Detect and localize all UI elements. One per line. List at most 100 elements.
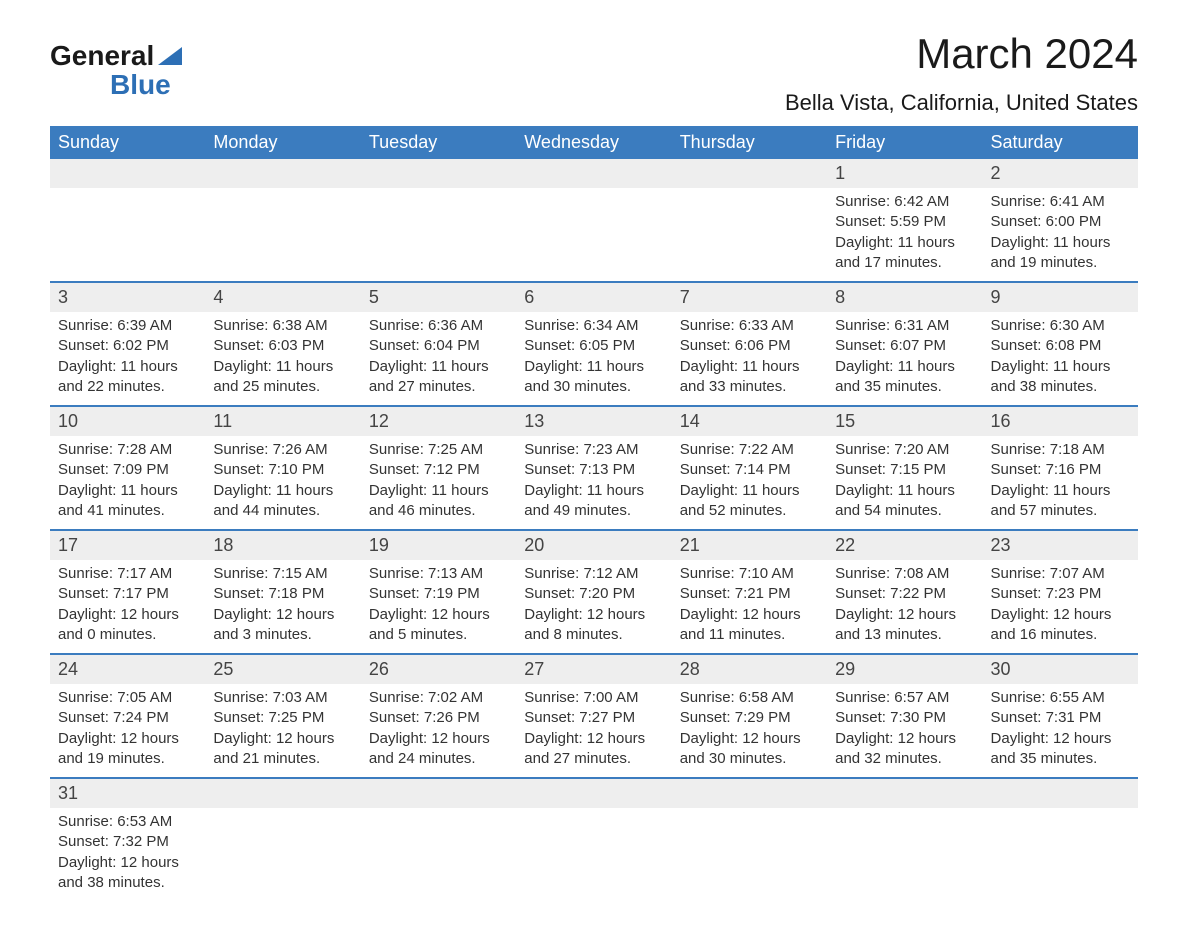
sunrise-text: Sunrise: 6:42 AM [835, 192, 974, 212]
sunset-text: Sunset: 6:08 PM [991, 336, 1130, 356]
day-detail-row: Sunrise: 7:17 AMSunset: 7:17 PMDaylight:… [50, 560, 1138, 654]
day-detail-cell [361, 188, 516, 282]
weekday-header: Tuesday [361, 126, 516, 159]
daylight-text-line2: and 46 minutes. [369, 501, 508, 521]
weekday-header: Sunday [50, 126, 205, 159]
sunset-text: Sunset: 7:09 PM [58, 460, 197, 480]
daylight-text-line1: Daylight: 11 hours [58, 357, 197, 377]
logo-word-blue: Blue [110, 72, 171, 97]
day-number-cell: 19 [361, 530, 516, 560]
sunrise-text: Sunrise: 7:10 AM [680, 564, 819, 584]
sunset-text: Sunset: 6:00 PM [991, 212, 1130, 232]
day-number-cell: 2 [983, 159, 1138, 188]
sunset-text: Sunset: 7:17 PM [58, 584, 197, 604]
day-number-cell: 17 [50, 530, 205, 560]
day-detail-cell [516, 808, 671, 901]
daylight-text-line2: and 38 minutes. [58, 873, 197, 893]
daylight-text-line2: and 27 minutes. [524, 749, 663, 769]
sunset-text: Sunset: 7:23 PM [991, 584, 1130, 604]
page-header: General Blue March 2024 Bella Vista, Cal… [50, 30, 1138, 116]
day-detail-cell [50, 188, 205, 282]
daylight-text-line1: Daylight: 12 hours [991, 729, 1130, 749]
daylight-text-line2: and 3 minutes. [213, 625, 352, 645]
day-number-cell: 13 [516, 406, 671, 436]
weekday-header-row: Sunday Monday Tuesday Wednesday Thursday… [50, 126, 1138, 159]
daylight-text-line1: Daylight: 11 hours [680, 357, 819, 377]
daylight-text-line1: Daylight: 11 hours [991, 481, 1130, 501]
sunset-text: Sunset: 7:12 PM [369, 460, 508, 480]
sunset-text: Sunset: 7:10 PM [213, 460, 352, 480]
day-number-cell [672, 778, 827, 808]
sunset-text: Sunset: 7:18 PM [213, 584, 352, 604]
sunset-text: Sunset: 6:06 PM [680, 336, 819, 356]
day-detail-cell [827, 808, 982, 901]
day-number-cell: 6 [516, 282, 671, 312]
sunrise-text: Sunrise: 6:39 AM [58, 316, 197, 336]
day-detail-cell: Sunrise: 6:36 AMSunset: 6:04 PMDaylight:… [361, 312, 516, 406]
sunset-text: Sunset: 7:20 PM [524, 584, 663, 604]
sunset-text: Sunset: 7:21 PM [680, 584, 819, 604]
day-number-cell: 12 [361, 406, 516, 436]
daylight-text-line2: and 19 minutes. [991, 253, 1130, 273]
day-detail-cell: Sunrise: 7:08 AMSunset: 7:22 PMDaylight:… [827, 560, 982, 654]
sunrise-text: Sunrise: 7:26 AM [213, 440, 352, 460]
daylight-text-line2: and 19 minutes. [58, 749, 197, 769]
day-number-cell [50, 159, 205, 188]
daylight-text-line2: and 57 minutes. [991, 501, 1130, 521]
sunrise-text: Sunrise: 6:53 AM [58, 812, 197, 832]
sunrise-text: Sunrise: 7:25 AM [369, 440, 508, 460]
daylight-text-line1: Daylight: 12 hours [58, 729, 197, 749]
sunrise-text: Sunrise: 6:41 AM [991, 192, 1130, 212]
daylight-text-line2: and 32 minutes. [835, 749, 974, 769]
daylight-text-line1: Daylight: 11 hours [524, 481, 663, 501]
daylight-text-line1: Daylight: 12 hours [369, 605, 508, 625]
day-detail-cell: Sunrise: 7:18 AMSunset: 7:16 PMDaylight:… [983, 436, 1138, 530]
day-number-cell [983, 778, 1138, 808]
day-detail-cell [672, 188, 827, 282]
sunset-text: Sunset: 7:30 PM [835, 708, 974, 728]
daylight-text-line1: Daylight: 11 hours [991, 233, 1130, 253]
sunrise-text: Sunrise: 6:38 AM [213, 316, 352, 336]
day-detail-cell: Sunrise: 6:39 AMSunset: 6:02 PMDaylight:… [50, 312, 205, 406]
daylight-text-line1: Daylight: 11 hours [991, 357, 1130, 377]
sunrise-text: Sunrise: 7:13 AM [369, 564, 508, 584]
day-number-cell [205, 778, 360, 808]
daylight-text-line2: and 35 minutes. [835, 377, 974, 397]
daylight-text-line2: and 5 minutes. [369, 625, 508, 645]
daylight-text-line1: Daylight: 12 hours [369, 729, 508, 749]
daylight-text-line1: Daylight: 12 hours [680, 605, 819, 625]
logo: General Blue [50, 30, 182, 97]
day-detail-cell [205, 808, 360, 901]
daylight-text-line1: Daylight: 12 hours [835, 605, 974, 625]
daylight-text-line2: and 30 minutes. [680, 749, 819, 769]
sunrise-text: Sunrise: 6:30 AM [991, 316, 1130, 336]
daylight-text-line2: and 16 minutes. [991, 625, 1130, 645]
day-detail-cell: Sunrise: 6:31 AMSunset: 6:07 PMDaylight:… [827, 312, 982, 406]
day-detail-cell: Sunrise: 6:30 AMSunset: 6:08 PMDaylight:… [983, 312, 1138, 406]
day-detail-cell: Sunrise: 7:26 AMSunset: 7:10 PMDaylight:… [205, 436, 360, 530]
daylight-text-line1: Daylight: 11 hours [369, 481, 508, 501]
sunset-text: Sunset: 6:03 PM [213, 336, 352, 356]
weekday-header: Wednesday [516, 126, 671, 159]
sunset-text: Sunset: 7:27 PM [524, 708, 663, 728]
weekday-header: Saturday [983, 126, 1138, 159]
daylight-text-line2: and 38 minutes. [991, 377, 1130, 397]
calendar-body: 12Sunrise: 6:42 AMSunset: 5:59 PMDayligh… [50, 159, 1138, 901]
day-number-cell: 31 [50, 778, 205, 808]
sunrise-text: Sunrise: 6:57 AM [835, 688, 974, 708]
day-number-cell [827, 778, 982, 808]
sunset-text: Sunset: 7:19 PM [369, 584, 508, 604]
daylight-text-line1: Daylight: 11 hours [835, 357, 974, 377]
sunrise-text: Sunrise: 7:02 AM [369, 688, 508, 708]
day-number-cell: 3 [50, 282, 205, 312]
day-detail-cell [983, 808, 1138, 901]
day-number-cell: 10 [50, 406, 205, 436]
daylight-text-line1: Daylight: 12 hours [835, 729, 974, 749]
daylight-text-line2: and 49 minutes. [524, 501, 663, 521]
sunrise-text: Sunrise: 7:18 AM [991, 440, 1130, 460]
day-number-cell: 20 [516, 530, 671, 560]
daylight-text-line2: and 11 minutes. [680, 625, 819, 645]
day-detail-cell: Sunrise: 7:05 AMSunset: 7:24 PMDaylight:… [50, 684, 205, 778]
sunrise-text: Sunrise: 7:07 AM [991, 564, 1130, 584]
day-detail-cell: Sunrise: 7:03 AMSunset: 7:25 PMDaylight:… [205, 684, 360, 778]
